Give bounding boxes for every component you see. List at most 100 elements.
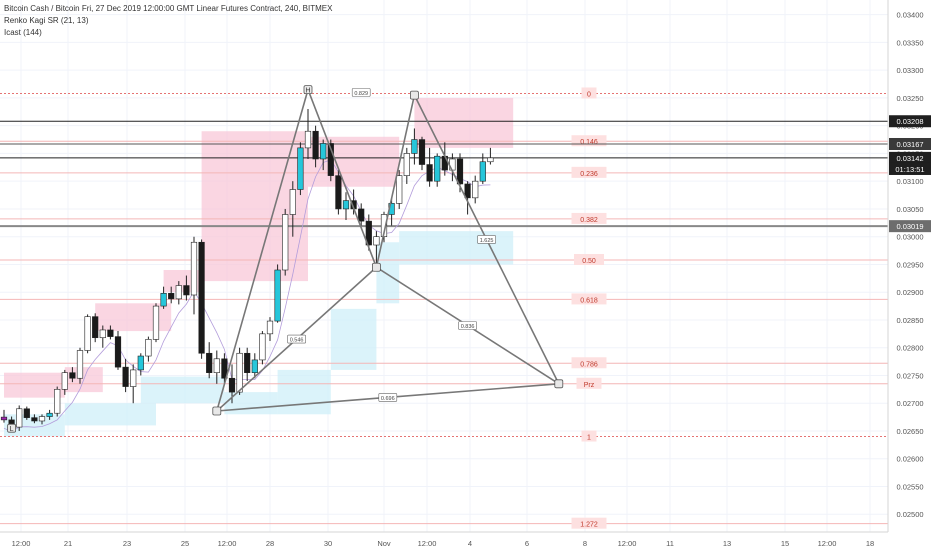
- pattern-ratio-label: 0.546: [290, 338, 304, 344]
- candle-body: [190, 241, 198, 296]
- candle-body: [403, 153, 410, 176]
- time-tick-label: 23: [123, 539, 131, 548]
- price-tick-label: 0.02800: [896, 344, 923, 353]
- price-badge-label: 0.03208: [896, 117, 923, 126]
- price-tick-label: 0.02950: [896, 260, 923, 269]
- pattern-point-label: H: [305, 88, 310, 95]
- candle-body: [487, 157, 494, 163]
- fib-level-label-bg: [576, 377, 602, 389]
- candle-body: [0, 416, 8, 421]
- time-tick-label: 15: [781, 539, 789, 548]
- price-tick-label: 0.03300: [896, 66, 923, 75]
- candle-body: [130, 369, 137, 387]
- resistance-zone: [95, 303, 172, 332]
- pattern-ratio-label: 0.836: [461, 324, 475, 330]
- pattern-ratio-bg: [477, 235, 496, 244]
- time-tick-label: 12:00: [12, 539, 31, 548]
- candle-body: [168, 293, 175, 300]
- time-tick-label: 18: [866, 539, 874, 548]
- candlesticks: [0, 109, 494, 431]
- resistance-zone: [414, 97, 514, 148]
- time-axis[interactable]: 12:00 21 23 25 12:00 28 30 Nov 12:00 4 6 8 12:00 11 13…: [0, 531, 888, 548]
- support-zone: [140, 376, 225, 404]
- symbol-title[interactable]: Bitcoin Cash / Bitcoin Fri, 27 Dec 2019 …: [4, 4, 333, 13]
- price-badge: [889, 151, 931, 164]
- candle-body: [373, 236, 380, 246]
- candle-body: [434, 155, 441, 182]
- time-tick-label: 13: [723, 539, 731, 548]
- time-tick-label: 30: [324, 539, 332, 548]
- price-tick-label: 0.02550: [896, 482, 923, 491]
- candle-body: [145, 339, 152, 357]
- candle-body: [175, 285, 182, 300]
- price-badge-label: 0.03167: [896, 140, 923, 149]
- pattern-ratio-bg: [378, 393, 398, 402]
- pattern-point-label: L: [10, 426, 14, 433]
- candle-body: [46, 412, 53, 417]
- candle-body: [160, 293, 167, 307]
- candle-body: [183, 285, 190, 296]
- candle-body: [266, 320, 274, 335]
- fib-level-label: 0.146: [580, 139, 598, 146]
- fib-level-label: 0.236: [580, 171, 598, 178]
- candle-body: [54, 389, 61, 414]
- time-tick-label: 4: [468, 539, 472, 548]
- support-zone: [330, 308, 377, 370]
- candle-body: [236, 352, 243, 393]
- candle-body: [396, 175, 403, 204]
- price-tick-label: 0.03000: [896, 233, 923, 242]
- time-tick-label: Nov: [377, 539, 391, 548]
- candle-body: [358, 208, 365, 222]
- candle-body: [76, 350, 84, 379]
- candle-body: [23, 408, 30, 418]
- candle-body: [92, 316, 99, 339]
- candle-body: [38, 416, 46, 422]
- price-badge: [889, 137, 931, 150]
- pattern-point-marker: [554, 379, 564, 389]
- candle-body: [221, 358, 228, 379]
- fibonacci-levels: 0 0.146 0.236 0.382 0.50 0.618 0.786 Prz 1 1.272: [0, 87, 888, 529]
- price-badge: [889, 115, 931, 128]
- candle-body: [479, 161, 486, 182]
- candle-body: [114, 336, 122, 368]
- price-tick-label: 0.02650: [896, 427, 923, 436]
- candle-body: [282, 214, 289, 271]
- fib-level-label: 1: [587, 435, 591, 442]
- candle-body: [137, 355, 144, 371]
- candle-body: [327, 143, 334, 176]
- indicator-icast[interactable]: Icast (144): [4, 28, 42, 37]
- price-tick-label: 0.03100: [896, 177, 923, 186]
- price-axis[interactable]: 0.034000.033500.033000.032500.032000.031…: [887, 0, 931, 532]
- renko-kagi-zones: [4, 97, 514, 437]
- candle-body: [206, 352, 213, 373]
- price-tick-label: 0.03400: [896, 11, 923, 20]
- harmonic-pattern[interactable]: 0.829 0.546 0.836 1.625 0.696 L H: [7, 85, 564, 434]
- candle-body: [297, 147, 304, 190]
- time-tick-label: 11: [666, 539, 674, 548]
- price-tick-label: 0.02500: [896, 510, 923, 519]
- price-tick-label: 0.02900: [896, 288, 923, 297]
- price-tick-label: 0.03250: [896, 94, 923, 103]
- candle-body: [213, 358, 220, 373]
- indicator-renko-kagi[interactable]: Renko Kagi SR (21, 13): [4, 16, 89, 25]
- pattern-ratio-bg: [287, 334, 306, 344]
- candle-body: [122, 366, 129, 387]
- chart-legend: Bitcoin Cash / Bitcoin Fri, 27 Dec 2019 …: [4, 3, 332, 39]
- price-badge: [889, 162, 931, 175]
- time-tick-label: 12:00: [218, 539, 237, 548]
- fib-level-label: 0.382: [580, 217, 598, 224]
- candle-body: [244, 352, 251, 373]
- fib-level-label-bg: [571, 357, 607, 369]
- candle-body: [152, 305, 160, 340]
- fib-level-label-bg: [571, 135, 607, 147]
- fib-level-label-bg: [581, 430, 597, 442]
- pattern-ratio-label: 0.829: [354, 91, 368, 97]
- price-tick-label: 0.03350: [896, 38, 923, 47]
- candle-body: [84, 316, 91, 351]
- candle-body: [312, 130, 319, 160]
- fib-level-label: 1.272: [580, 522, 598, 529]
- candle-body: [365, 220, 372, 246]
- pattern-ratio-label: 0.696: [381, 396, 395, 402]
- fib-level-label-bg: [571, 517, 607, 529]
